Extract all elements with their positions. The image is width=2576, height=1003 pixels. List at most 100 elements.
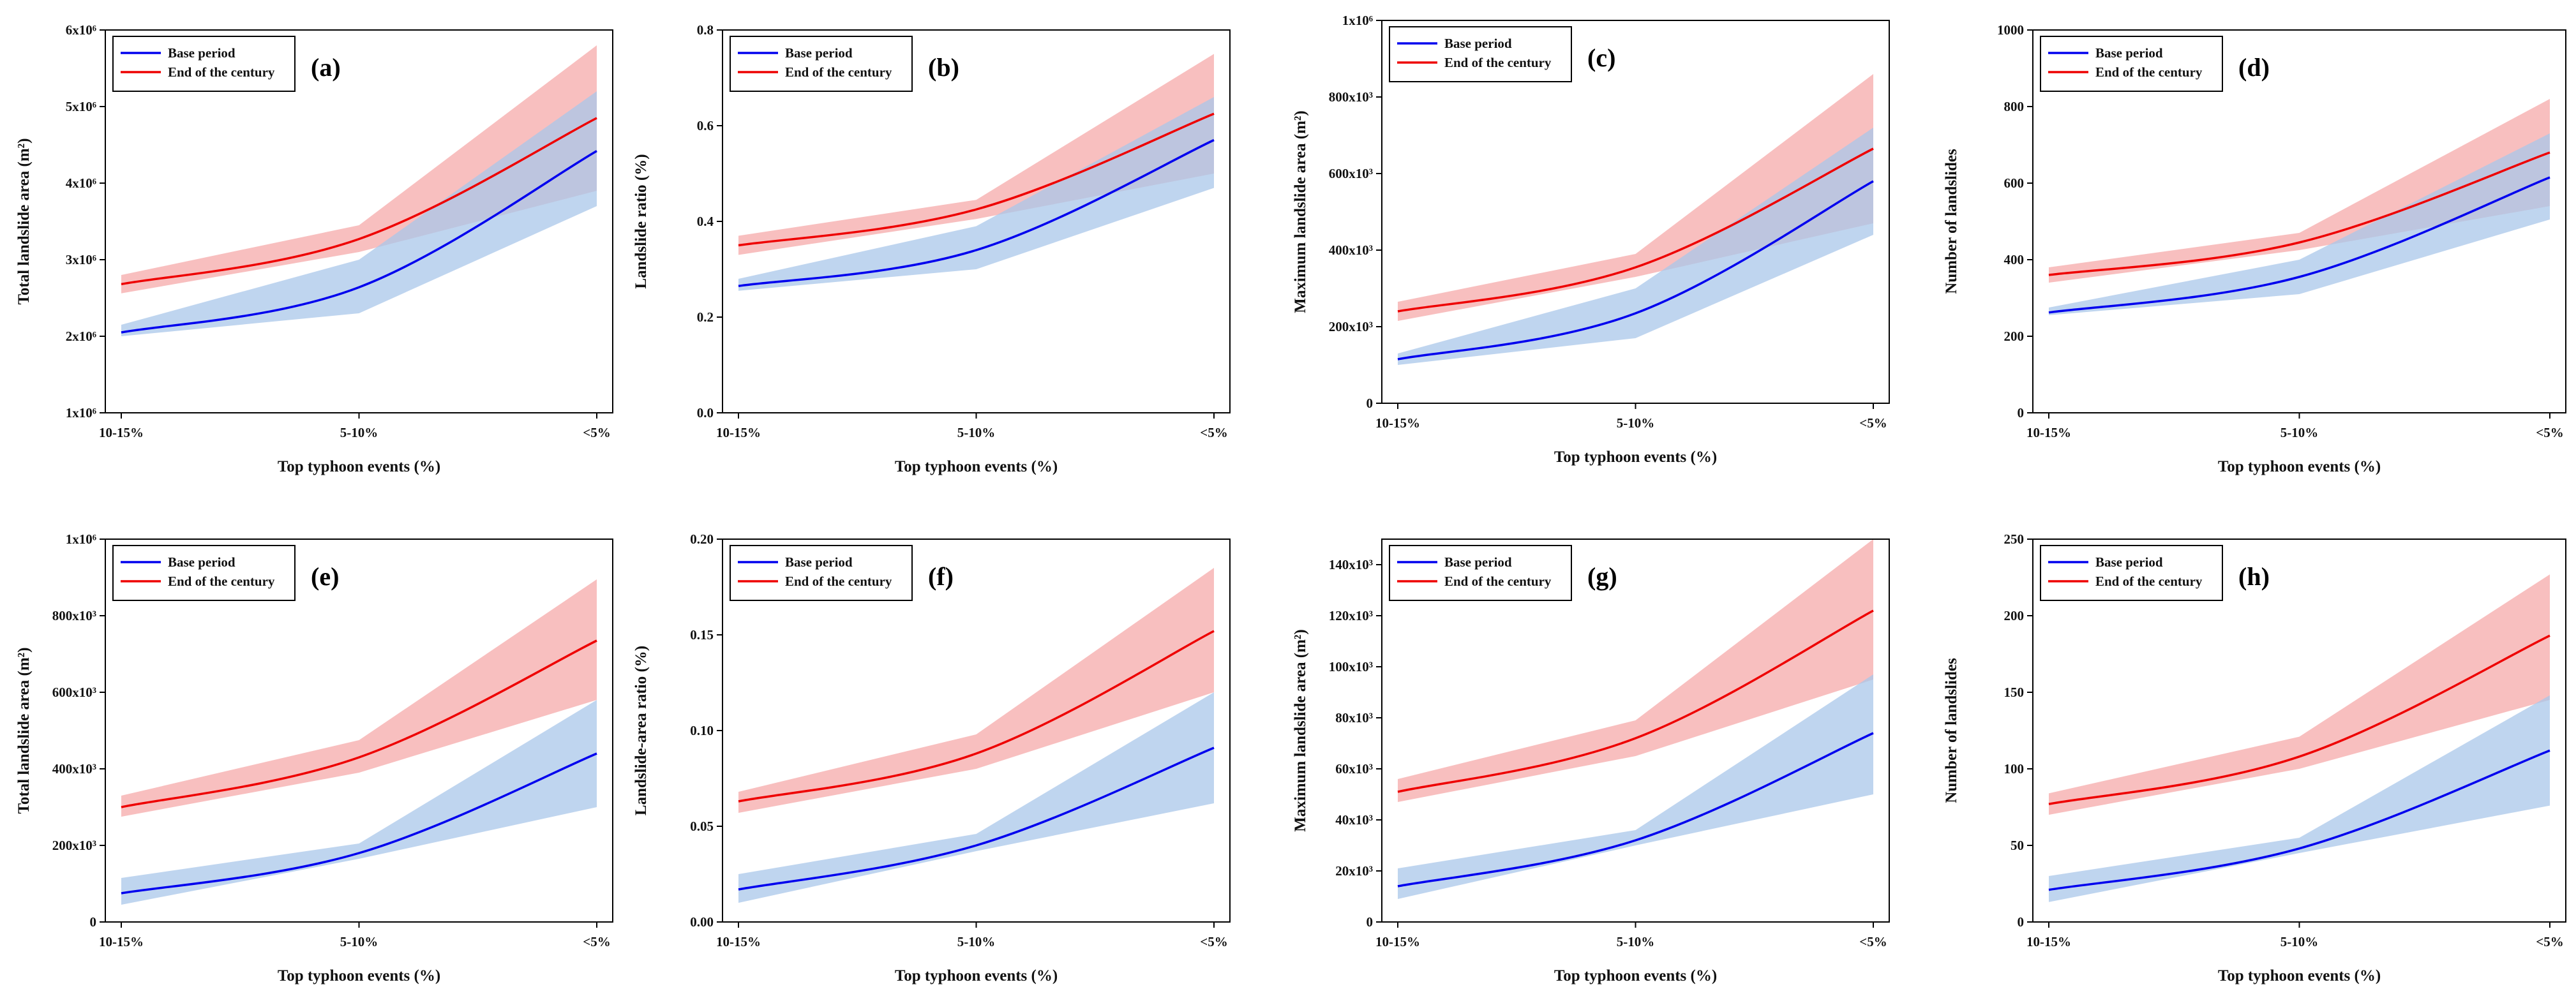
y-tick-label: 0.6	[697, 118, 714, 133]
chart-panel-b: 0.0 0.2 0.4 0.6 0.8 10-15% 5-10% <5% Top typhoon…	[633, 22, 1231, 475]
chart-panel-f: 0.00 0.05 0.10 0.15 0.20 10-15% 5-10% <5% Top ty…	[633, 531, 1231, 984]
line-base-period	[738, 138, 1215, 287]
legend: Base period End of the century	[112, 36, 296, 92]
y-axis-title: Total landslide area (m²)	[15, 648, 33, 814]
y-tick-label: 0.15	[690, 627, 714, 643]
x-tick-label: 10-15%	[716, 934, 761, 949]
line-base-period	[2048, 749, 2550, 891]
chart-panel-e: 0 200x10³ 400x10³ 600x10³ 800x10³ 1x10⁶ 10-15%…	[15, 531, 613, 984]
y-tick-label: 2x10⁶	[66, 329, 96, 344]
legend: Base period End of the century	[730, 545, 913, 601]
band-base-period	[121, 700, 597, 905]
legend-label: End of the century	[785, 64, 892, 80]
y-tick-label: 600x10³	[52, 685, 96, 700]
y-tick-label: 100x10³	[1329, 659, 1373, 674]
legend-box	[1389, 26, 1572, 82]
legend-label: End of the century	[168, 64, 275, 80]
panel-label: (e)	[311, 562, 339, 591]
y-tick-label: 1000	[1997, 22, 2024, 38]
x-tick-label: 10-15%	[716, 425, 761, 440]
panel-label: (g)	[1587, 562, 1617, 591]
band-end-of-century	[2049, 574, 2550, 815]
panel-label: (f)	[928, 562, 954, 591]
panel-label: (c)	[1587, 43, 1615, 72]
line-end-of-century	[1397, 147, 1874, 313]
y-tick-label: 0.4	[697, 214, 714, 229]
panel-label: (b)	[928, 53, 959, 82]
legend-box	[112, 545, 296, 601]
legend: Base period End of the century	[1389, 545, 1572, 601]
y-tick-label: 200	[2004, 329, 2025, 344]
y-tick-label: 0.20	[690, 531, 714, 547]
y-tick-label: 3x10⁶	[66, 252, 96, 267]
y-tick-label: 50	[2011, 838, 2024, 853]
x-axis-title: Top typhoon events (%)	[1554, 449, 1717, 466]
y-tick-label: 140x10³	[1329, 557, 1373, 572]
x-axis-title: Top typhoon events (%)	[895, 458, 1058, 475]
y-tick-label: 0.8	[697, 22, 714, 38]
y-tick-label: 200x10³	[1329, 319, 1373, 334]
x-tick-label: 10-15%	[99, 425, 144, 440]
line-base-period	[2048, 176, 2550, 314]
legend-label: End of the century	[2095, 574, 2203, 589]
x-tick-label: <5%	[1859, 415, 1887, 431]
y-tick-label: 100	[2004, 761, 2025, 776]
y-tick-label: 0	[90, 914, 97, 930]
panel-label: (h)	[2238, 562, 2270, 591]
x-axis-title: Top typhoon events (%)	[1554, 967, 1717, 984]
x-tick-label: 10-15%	[2026, 425, 2071, 440]
legend-label: Base period	[168, 45, 236, 61]
y-tick-label: 1x10⁶	[66, 405, 96, 420]
y-tick-label: 800x10³	[1329, 89, 1373, 105]
x-tick-label: <5%	[1859, 934, 1887, 949]
legend-label: Base period	[1444, 554, 1512, 570]
legend-box	[730, 36, 913, 92]
y-axis-title: Maximum landslide area (m²)	[1292, 629, 1309, 831]
y-tick-label: 400	[2004, 252, 2025, 267]
y-tick-label: 0.00	[690, 914, 714, 930]
y-tick-label: 0	[2018, 914, 2025, 930]
line-end-of-century	[738, 112, 1215, 247]
x-axis-title: Top typhoon events (%)	[278, 967, 440, 984]
y-tick-label: 1x10⁶	[66, 531, 96, 547]
x-tick-label: <5%	[1200, 934, 1227, 949]
legend-label: End of the century	[168, 574, 275, 589]
legend-label: Base period	[168, 554, 236, 570]
y-tick-label: 800	[2004, 99, 2025, 114]
x-tick-label: 5-10%	[957, 934, 996, 949]
line-end-of-century	[2048, 151, 2550, 276]
legend-label: Base period	[2095, 554, 2163, 570]
y-tick-label: 5x10⁶	[66, 99, 96, 114]
y-tick-label: 0	[2018, 405, 2025, 420]
y-tick-label: 0.2	[697, 309, 714, 325]
legend-label: Base period	[2095, 45, 2163, 61]
x-tick-label: <5%	[2536, 934, 2563, 949]
y-tick-label: 0	[1367, 914, 1374, 930]
y-tick-label: 200x10³	[52, 838, 96, 853]
x-tick-label: 5-10%	[957, 425, 996, 440]
band-end-of-century	[121, 579, 597, 817]
x-tick-label: <5%	[583, 425, 610, 440]
legend-label: Base period	[785, 554, 853, 570]
legend: Base period End of the century	[730, 36, 913, 92]
y-tick-label: 120x10³	[1329, 608, 1373, 623]
line-end-of-century	[121, 117, 597, 286]
x-tick-label: <5%	[2536, 425, 2563, 440]
line-base-period	[121, 150, 597, 334]
legend-box	[2040, 545, 2223, 601]
legend-label: Base period	[785, 45, 853, 61]
line-end-of-century	[121, 639, 597, 808]
y-tick-label: 400x10³	[1329, 242, 1373, 258]
legend-box	[730, 545, 913, 601]
y-tick-label: 80x10³	[1335, 710, 1373, 725]
legend-label: End of the century	[1444, 55, 1552, 70]
x-axis-title: Top typhoon events (%)	[2218, 458, 2381, 475]
x-tick-label: 5-10%	[1617, 934, 1655, 949]
y-axis-title: Number of landslides	[1943, 149, 1960, 294]
x-axis-title: Top typhoon events (%)	[2218, 967, 2381, 984]
y-tick-label: 0	[1367, 396, 1374, 411]
y-tick-label: 0.10	[690, 723, 714, 738]
legend-label: End of the century	[2095, 64, 2203, 80]
legend: Base period End of the century	[2040, 36, 2223, 92]
